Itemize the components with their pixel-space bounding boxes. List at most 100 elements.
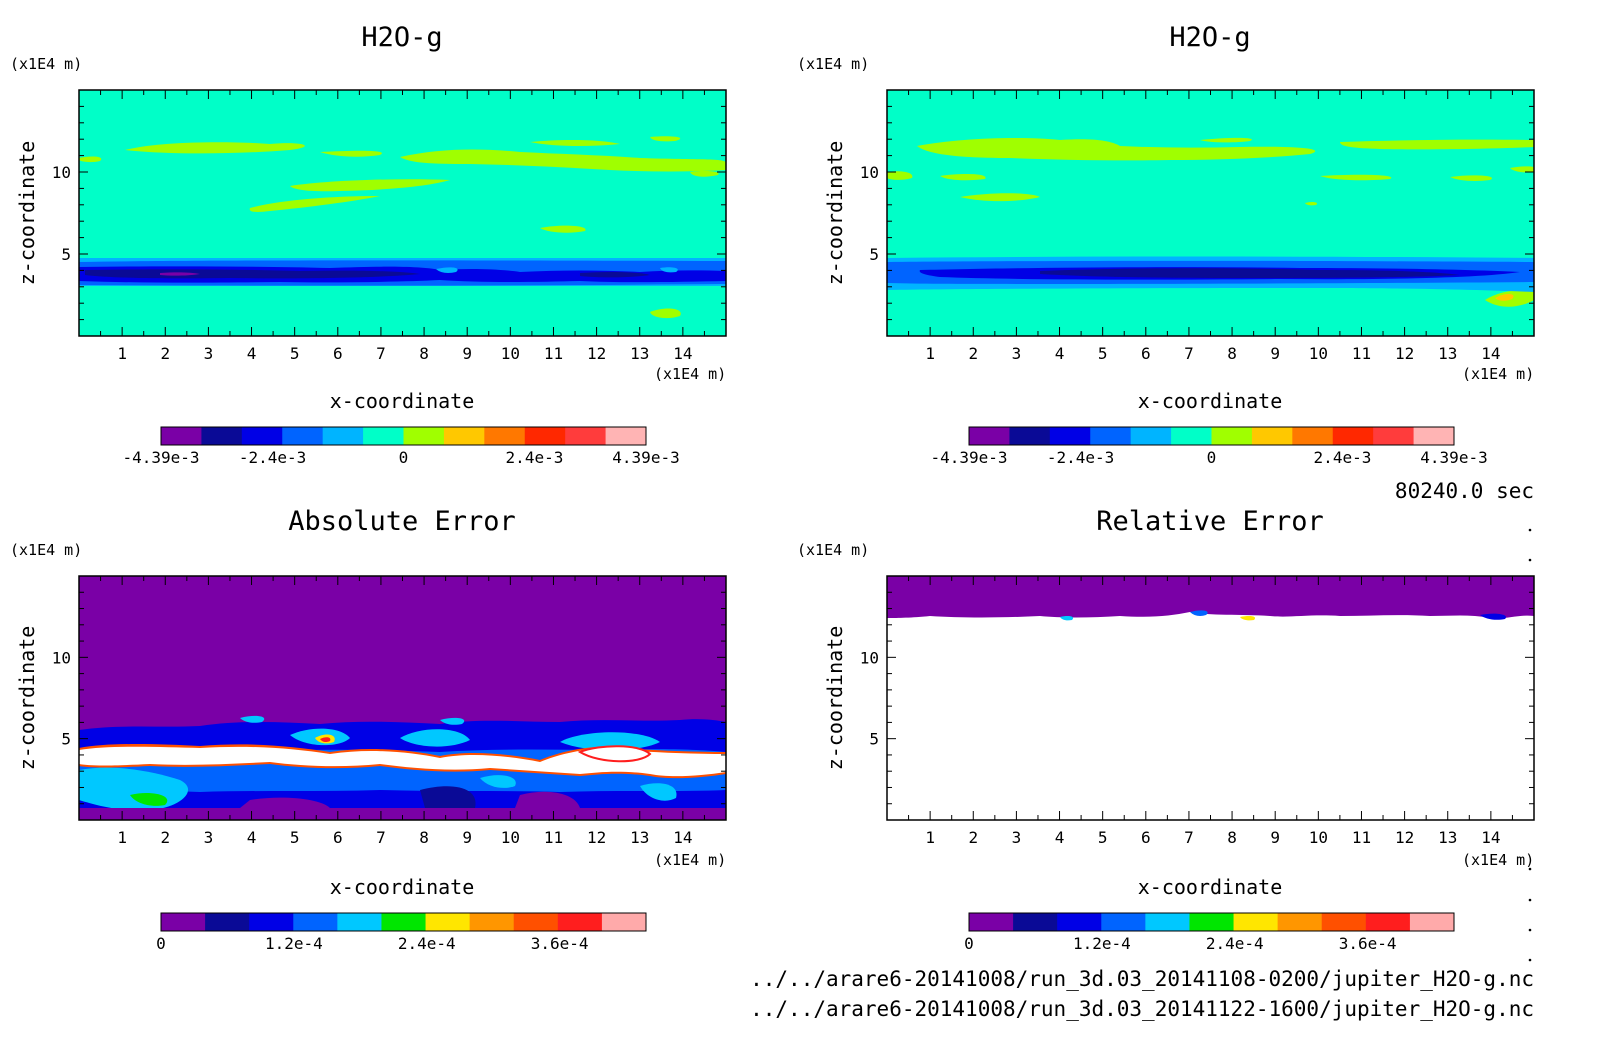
panel-title: Absolute Error bbox=[288, 506, 516, 537]
x-tick-label: 5 bbox=[290, 828, 300, 847]
colorbar-swatch bbox=[969, 913, 1014, 931]
contour-region bbox=[320, 737, 331, 743]
contour-field bbox=[79, 90, 726, 336]
contour-patch-high bbox=[125, 142, 305, 154]
panel-title: Relative Error bbox=[1096, 506, 1324, 537]
colorbar-swatch bbox=[1189, 913, 1235, 931]
contour-patch-high bbox=[960, 193, 1040, 202]
x-tick-label: 13 bbox=[1438, 828, 1457, 847]
contour-patch-high bbox=[1340, 139, 1534, 150]
colorbar-label: -4.39e-3 bbox=[930, 448, 1007, 467]
colorbar-swatch bbox=[249, 913, 294, 931]
x-tick-label: 7 bbox=[376, 344, 386, 363]
colorbar-swatch bbox=[363, 427, 404, 445]
contour-band-low bbox=[160, 272, 200, 276]
panel-absolute-error: Absolute Error (x1E4 m) bbox=[10, 506, 727, 953]
colorbar-label: -2.4e-3 bbox=[239, 448, 306, 467]
colorbar-swatch bbox=[605, 427, 647, 445]
contour-region bbox=[515, 791, 580, 808]
x-axis-label: x-coordinate bbox=[330, 389, 475, 413]
z-axis-label: z-coordinate bbox=[823, 626, 847, 771]
x-tick-label: 1 bbox=[117, 344, 127, 363]
colorbar-label: 1.2e-4 bbox=[1073, 934, 1131, 953]
panel-h2o-g-right: H2O-g (x1E4 m) 1 2 3 4 5 6 7 8 9 10 11 12 13 14 510 bbox=[797, 22, 1535, 467]
z-tick-label: 5 bbox=[61, 730, 71, 749]
x-tick-label: 11 bbox=[544, 828, 563, 847]
colorbar-swatch bbox=[1145, 913, 1190, 931]
z-ticks: 5 10 bbox=[860, 591, 1534, 805]
x-tick-label: 4 bbox=[247, 344, 257, 363]
z-tick-label: 10 bbox=[860, 648, 879, 667]
x-tick-label: 4 bbox=[1055, 828, 1065, 847]
x-tick-label: 1 bbox=[117, 828, 127, 847]
x-tick-label: 3 bbox=[1012, 344, 1022, 363]
contour-patch-high bbox=[650, 308, 681, 319]
colorbar: -4.39e-3 -2.4e-3 0 2.4e-3 4.39e-3 bbox=[122, 426, 680, 467]
colorbar-swatch bbox=[484, 427, 526, 445]
colorbar-label: -2.4e-3 bbox=[1047, 448, 1114, 467]
x-tick-label: 11 bbox=[1352, 828, 1371, 847]
x-tick-label: 5 bbox=[1098, 344, 1108, 363]
z-tick-label: 5 bbox=[61, 245, 71, 264]
colorbar-swatch bbox=[443, 427, 485, 445]
contour-region bbox=[79, 746, 726, 777]
contour-patch-high bbox=[917, 138, 1316, 161]
x-tick-label: 6 bbox=[1141, 344, 1151, 363]
x-tick-label: 6 bbox=[333, 344, 343, 363]
contour-region bbox=[130, 793, 168, 806]
z-ticks: 5 10 bbox=[860, 105, 1534, 321]
x-tick-label: 3 bbox=[204, 344, 214, 363]
z-unit-label: (x1E4 m) bbox=[797, 541, 869, 559]
contour-patch-high bbox=[79, 156, 102, 163]
contour-patch-high bbox=[320, 150, 382, 157]
x-tick-label: 2 bbox=[160, 344, 170, 363]
contour-region bbox=[240, 797, 330, 808]
contour-patch-high bbox=[1495, 293, 1514, 301]
x-tick-label: 7 bbox=[1184, 828, 1194, 847]
contour-patch-high bbox=[690, 171, 719, 177]
colorbar-swatch bbox=[241, 427, 283, 445]
colorbar-swatch bbox=[1292, 427, 1334, 445]
x-tick-label: 5 bbox=[290, 344, 300, 363]
contour-region bbox=[1480, 613, 1506, 620]
colorbar: -4.39e-3 -2.4e-3 0 2.4e-3 4.39e-3 bbox=[930, 426, 1488, 467]
x-tick-label: 2 bbox=[968, 828, 978, 847]
colorbar: 0 1.2e-4 2.4e-4 3.6e-4 bbox=[964, 912, 1455, 953]
x-tick-label: 11 bbox=[1352, 344, 1371, 363]
colorbar-frame bbox=[968, 912, 1455, 932]
z-axis-label: z-coordinate bbox=[15, 141, 39, 286]
file-path-2: ../../arare6-20141008/run_3d.03_20141122… bbox=[750, 997, 1534, 1021]
colorbar-frame bbox=[968, 426, 1455, 446]
contour-field bbox=[79, 576, 726, 820]
colorbar-swatch bbox=[161, 913, 206, 931]
x-unit-label: (x1E4 m) bbox=[1462, 365, 1534, 383]
x-tick-label: 2 bbox=[968, 344, 978, 363]
panel-relative-error: Relative Error (x1E4 m) 1 2 3 4 5 6 7 8 9 10 11 12 1… bbox=[797, 506, 1535, 953]
x-tick-label: 3 bbox=[204, 828, 214, 847]
colorbar-swatch bbox=[1013, 913, 1058, 931]
x-tick-label: 9 bbox=[1270, 344, 1280, 363]
x-tick-label: 9 bbox=[1270, 828, 1280, 847]
colorbar-swatch bbox=[1049, 427, 1091, 445]
x-ticks: 1 2 3 4 5 6 7 8 9 10 11 12 13 14 bbox=[908, 576, 1513, 847]
contour-band-low bbox=[85, 269, 420, 279]
z-ticks: 5 10 bbox=[52, 591, 726, 805]
z-axis-label: z-coordinate bbox=[15, 626, 39, 771]
contour-patch-high bbox=[650, 136, 681, 142]
contour-region bbox=[560, 732, 660, 751]
colorbar-swatch bbox=[201, 427, 243, 445]
field-background bbox=[79, 90, 726, 336]
contour-patch-high bbox=[290, 179, 450, 192]
contour-region bbox=[1190, 610, 1208, 616]
colorbar-swatch bbox=[1101, 913, 1146, 931]
contour-band-low bbox=[660, 267, 678, 273]
colorbar-label: 0 bbox=[964, 934, 974, 953]
contour-patch-high bbox=[1305, 201, 1318, 206]
contour-patch-high bbox=[530, 139, 620, 147]
contour-field bbox=[887, 576, 1534, 820]
contour-field bbox=[887, 90, 1534, 336]
colorbar-swatch bbox=[381, 913, 427, 931]
colorbar-swatch bbox=[1373, 427, 1415, 445]
colorbar-label: 0 bbox=[156, 934, 166, 953]
colorbar-swatch bbox=[969, 427, 1010, 445]
